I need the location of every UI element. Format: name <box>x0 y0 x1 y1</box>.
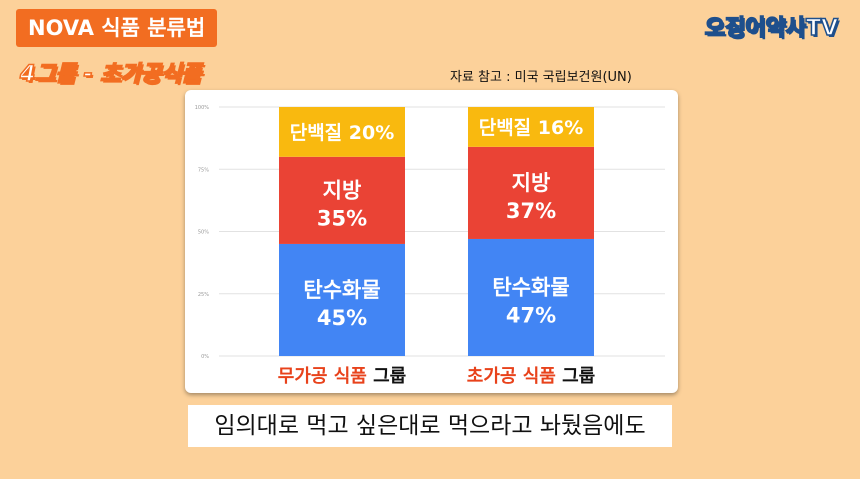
y-tick-label: 25% <box>198 292 209 298</box>
data-label: 단백질 20% <box>290 122 395 144</box>
series-label: 탄수화물 <box>303 278 380 302</box>
x-category-label-rest: 그룹 <box>367 366 406 387</box>
data-label: 47% <box>506 303 556 327</box>
y-tick-label: 100% <box>195 105 210 111</box>
x-category-label: 초가공 식품 그룹 <box>467 366 595 387</box>
bar-segment <box>468 107 594 147</box>
y-tick-label: 75% <box>198 167 209 173</box>
series-label: 탄수화물 <box>492 275 569 299</box>
series-label: 지방 <box>512 171 551 195</box>
subtitle-caption: 임의대로 먹고 싶은대로 먹으라고 놔뒀음에도 <box>188 405 672 447</box>
bar-segment <box>279 156 405 244</box>
source-note: 자료 참고 : 미국 국립보건원(UN) <box>450 70 632 85</box>
page-title: NOVA 식품 분류법 <box>16 9 218 47</box>
bar-segment <box>279 107 405 157</box>
bar-segment <box>468 238 594 356</box>
x-category-label-rest: 그룹 <box>556 366 595 387</box>
data-label: 단백질 16% <box>479 117 584 139</box>
stacked-bar-chart: 0% 25% 50% 75% 100% 탄수화물 45% 지방 35% 단백질 20% 무가공 식품… <box>195 105 665 387</box>
series-label: 지방 <box>323 178 362 202</box>
data-label: 45% <box>317 306 367 330</box>
bar-segment <box>279 243 405 356</box>
data-label: 35% <box>317 206 367 230</box>
bar-segment <box>468 146 594 239</box>
x-category-label-highlight: 초가공 식품 <box>467 366 556 387</box>
x-category-label-highlight: 무가공 식품 <box>278 366 367 387</box>
y-tick-label: 50% <box>198 230 209 236</box>
channel-logo: 오징어약사TV <box>704 15 839 42</box>
chart-card: 0% 25% 50% 75% 100% 탄수화물 45% 지방 35% 단백질 20% 무가공 식품… <box>185 90 678 393</box>
x-category-label: 무가공 식품 그룹 <box>278 366 406 387</box>
page-subtitle: 4그룹 - 초가공식품 <box>19 61 202 88</box>
y-tick-label: 0% <box>201 354 209 360</box>
data-label: 37% <box>506 199 556 223</box>
